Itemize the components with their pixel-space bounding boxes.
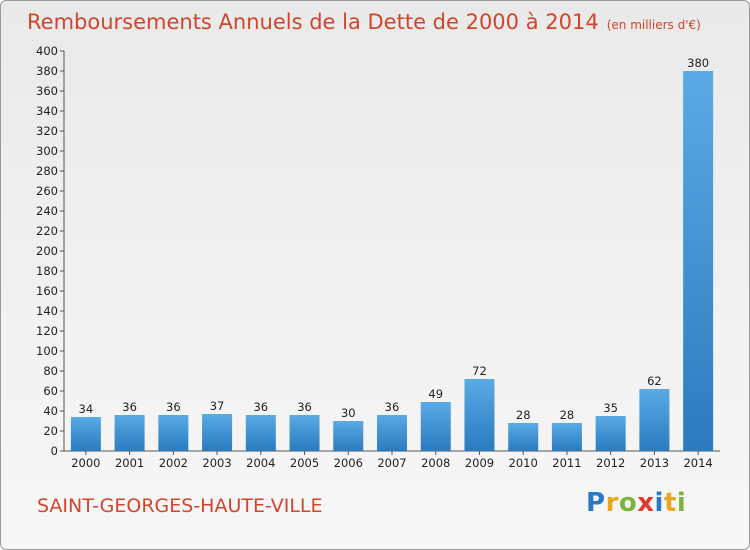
x-tick-label: 2008 <box>421 456 450 470</box>
y-tick-label: 320 <box>36 124 58 138</box>
x-tick-label: 2010 <box>509 456 538 470</box>
x-tick-label: 2003 <box>202 456 231 470</box>
axes: 0 20 40 60 80 100 120 140 160 180 200 220 240 260 280 3… <box>36 44 720 470</box>
proxiti-logo: Proxiti <box>586 488 686 518</box>
x-tick-label: 2001 <box>115 456 144 470</box>
data-labels: 34 36 36 37 36 36 30 36 49 72 28 28 35 62 380 <box>79 56 710 422</box>
y-tick-label: 140 <box>36 304 58 318</box>
y-tick-label: 240 <box>36 204 58 218</box>
bar-value-label: 62 <box>647 374 662 388</box>
y-tick-label: 380 <box>36 64 58 78</box>
bar <box>202 414 233 451</box>
y-tick-label: 200 <box>36 244 58 258</box>
bar-value-label: 36 <box>122 400 137 414</box>
logo-letter: t <box>663 488 677 518</box>
y-tick-label: 160 <box>36 284 58 298</box>
y-tick-label: 280 <box>36 164 58 178</box>
y-tick-label: 360 <box>36 84 58 98</box>
x-tick-label: 2011 <box>552 456 581 470</box>
bar-value-label: 49 <box>428 387 443 401</box>
bar <box>683 71 714 451</box>
bars <box>70 71 714 451</box>
bar-value-label: 72 <box>472 364 487 378</box>
x-tick-label: 2006 <box>334 456 363 470</box>
bar-value-label: 36 <box>166 400 181 414</box>
commune-name: SAINT-GEORGES-HAUTE-VILLE <box>37 495 323 517</box>
y-tick-label: 400 <box>36 44 58 58</box>
bar-value-label: 30 <box>341 406 356 420</box>
bar-value-label: 28 <box>560 408 575 422</box>
x-tick-label: 2004 <box>246 456 275 470</box>
bar <box>420 402 451 451</box>
bar-value-label: 380 <box>687 56 709 70</box>
bar <box>639 389 670 451</box>
bar <box>377 415 407 451</box>
bar <box>114 415 145 451</box>
y-tick-label: 300 <box>36 144 58 158</box>
x-tick-label: 2012 <box>596 456 625 470</box>
bar-value-label: 35 <box>603 401 618 415</box>
x-tick-label: 2013 <box>640 456 669 470</box>
x-tick-label: 2002 <box>159 456 188 470</box>
x-tick-label: 2014 <box>683 456 712 470</box>
bar <box>70 417 101 451</box>
bar <box>245 415 276 451</box>
x-tick-label: 2005 <box>290 456 319 470</box>
title-text: Remboursements Annuels de la Dette de 20… <box>27 10 599 34</box>
y-tick-label: 220 <box>36 224 58 238</box>
y-tick-label: 40 <box>43 404 58 418</box>
bar <box>158 415 189 451</box>
y-tick-label: 100 <box>36 344 58 358</box>
y-tick-label: 20 <box>43 424 58 438</box>
unit-label: (en milliers d'€) <box>606 18 701 32</box>
x-tick-label: 2000 <box>71 456 100 470</box>
logo-letter: o <box>618 488 638 518</box>
y-tick-label: 120 <box>36 324 58 338</box>
logo-letter: i <box>654 488 664 518</box>
bar <box>508 423 539 451</box>
bar <box>289 415 320 451</box>
bar-value-label: 34 <box>79 402 94 416</box>
y-tick-label: 260 <box>36 184 58 198</box>
bar-value-label: 36 <box>253 400 268 414</box>
bar <box>595 416 626 451</box>
bar-value-label: 36 <box>385 400 400 414</box>
logo-letter: r <box>605 488 619 518</box>
bar-value-label: 36 <box>297 400 312 414</box>
logo-letter: i <box>676 488 687 518</box>
y-tick-label: 180 <box>36 264 58 278</box>
logo-letter: P <box>586 488 606 518</box>
x-tick-label: 2009 <box>465 456 494 470</box>
y-tick-label: 0 <box>51 444 58 458</box>
chart-title: Remboursements Annuels de la Dette de 20… <box>27 10 701 34</box>
bar <box>551 423 582 451</box>
bar-value-label: 28 <box>516 408 531 422</box>
bar <box>464 379 495 451</box>
y-tick-label: 60 <box>43 384 58 398</box>
x-tick-label: 2007 <box>377 456 406 470</box>
logo-letter: x <box>637 488 655 518</box>
bar-value-label: 37 <box>210 399 225 413</box>
y-tick-label: 340 <box>36 104 58 118</box>
bar <box>333 421 364 451</box>
y-tick-label: 80 <box>43 364 58 378</box>
